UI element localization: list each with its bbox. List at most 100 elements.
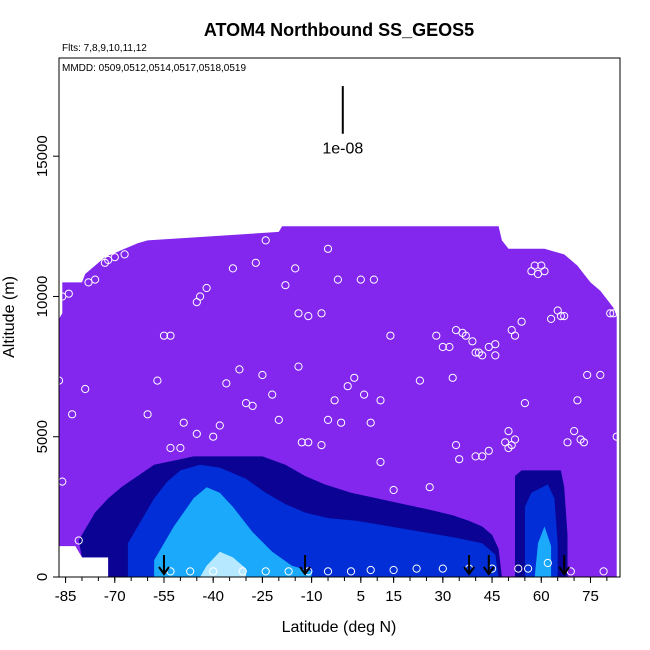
observation-marker [202,283,211,293]
observation-marker [186,567,195,576]
x-axis-label: Latitude (deg N) [282,619,397,636]
observation-marker [510,435,520,444]
observation-marker [517,317,526,326]
observation-marker [471,348,480,357]
observation-marker [438,342,447,352]
observation-marker [484,446,493,455]
observation-marker [84,278,93,287]
observation-marker [110,253,119,262]
blank-region [59,546,109,577]
observation-marker [228,264,237,273]
observation-marker [573,396,582,405]
observation-marker [261,236,270,245]
x-tick-label: -10 [301,588,323,605]
observation-marker [366,565,375,575]
observation-marker [235,365,244,374]
observation-marker [241,399,251,408]
observation-marker [74,536,83,545]
observation-marker [376,396,385,405]
observation-marker [248,401,257,410]
observation-marker [323,567,333,576]
observation-marker [333,275,342,284]
observation-marker [330,396,339,405]
observation-marker [222,379,231,388]
x-tick-label: -40 [202,588,224,605]
observation-marker [530,261,539,270]
observation-marker [579,438,589,447]
observation-marker [563,438,572,447]
observation-marker [215,421,224,430]
observation-marker [166,331,175,340]
x-tick-label: -85 [55,588,77,605]
observation-marker [343,382,352,391]
arrow-marker [463,555,475,576]
observation-marker [478,452,487,461]
observation-marker [120,250,129,259]
arrow-marker [299,555,311,576]
observation-marker [438,564,447,573]
observation-marker [606,309,615,318]
y-tick-label: 15000 [34,135,51,177]
x-tick-label: -25 [252,588,274,605]
observation-marker [369,275,378,284]
x-tick-label: 75 [582,588,599,605]
y-axis: 0 5000 10000 15000 [34,135,59,581]
observation-marker [596,370,605,380]
observation-marker [425,483,434,492]
flights-label: Flts: 7,8,9,10,11,12 [62,43,147,54]
observation-marker [196,292,205,301]
observation-marker [386,331,395,340]
observation-marker [176,443,185,453]
enhancement-region-2 [154,487,312,577]
observation-marker [524,564,533,573]
observation-marker [153,376,162,385]
x-tick-label: -55 [153,588,175,605]
observation-marker [455,455,464,464]
observation-marker [251,258,260,267]
y-axis-label: Altitude (m) [1,276,18,358]
observation-marker [346,567,356,576]
observation-marker [68,410,77,419]
observation-marker [209,432,218,441]
arrow-marker [482,555,495,576]
x-tick-label: 30 [434,588,451,605]
observation-marker [81,384,90,394]
observation-marker [547,314,556,323]
x-tick-label: 60 [533,588,550,605]
observation-marker [281,281,290,290]
observation-marker [91,275,100,284]
observation-marker [389,485,398,495]
x-axis: -85 -70 -55 -40 -25 -10 5 15 30 45 60 75 [55,577,608,605]
scale-label: 1e-08 [322,141,363,158]
observation-marker [317,441,326,450]
observation-marker [294,362,303,371]
observation-marker [159,331,169,340]
observation-marker [323,415,333,424]
x-tick-label: -70 [104,588,126,605]
observation-marker [317,309,326,318]
observation-marker [556,312,566,321]
observation-marker [478,351,487,360]
observation-marker [520,399,530,408]
observation-marker [304,438,313,447]
x-tick-label: 5 [357,588,365,605]
observation-marker [514,564,523,573]
observation-marker [543,558,552,568]
observation-marker [366,418,375,427]
observation-marker [64,289,73,298]
enhancement-region-3 [200,551,246,577]
observation-marker [238,567,247,576]
observation-marker [143,410,152,419]
observation-marker [294,309,303,318]
y-tick-label: 0 [34,573,51,581]
observation-marker [609,309,618,318]
observation-marker [560,312,569,321]
observation-marker [274,415,283,424]
observation-marker [510,331,520,340]
plot-area [54,86,621,578]
observation-marker [166,443,175,453]
observation-marker [491,351,500,360]
y-tick-label: 5000 [34,420,51,453]
enhancement-region-6 [534,526,552,577]
